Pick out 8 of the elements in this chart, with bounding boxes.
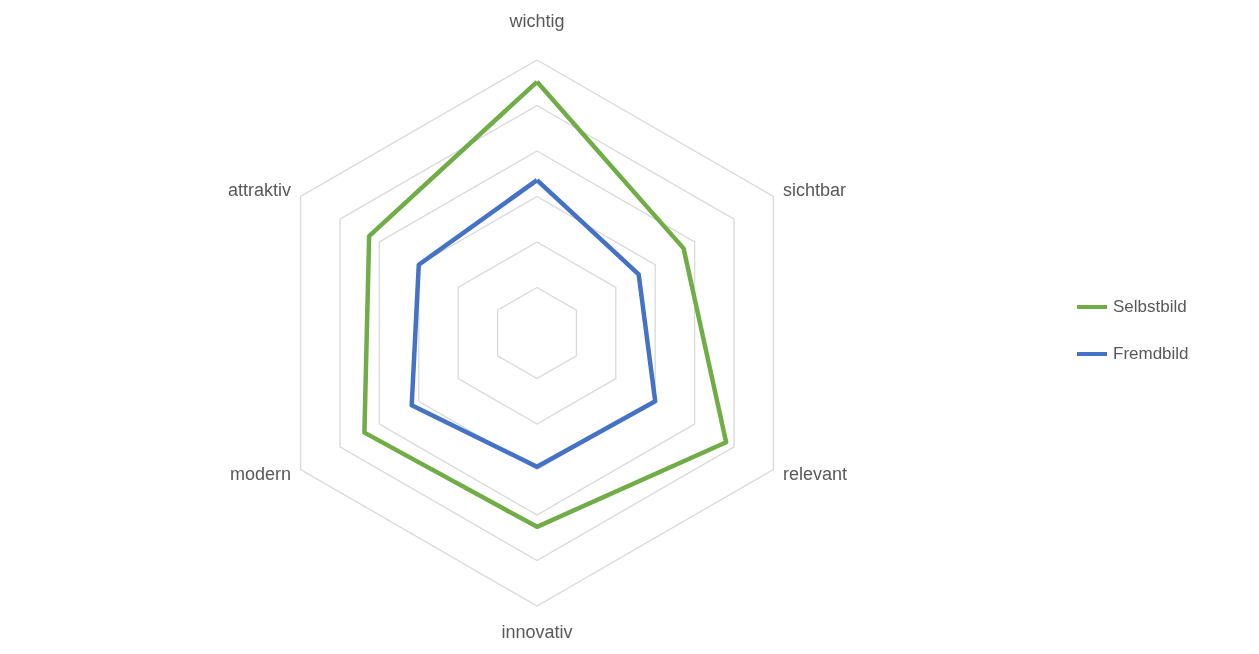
spoke-label: wichtig — [508, 10, 565, 31]
spoke-label: modern — [230, 463, 292, 484]
spoke-label: relevant — [782, 463, 847, 484]
spoke-label: sichtbar — [782, 180, 846, 201]
legend-label: Selbstbild — [1113, 297, 1187, 316]
spoke-label: innovativ — [501, 622, 573, 643]
spoke-label: attraktiv — [228, 180, 292, 201]
legend-label: Fremdbild — [1113, 344, 1189, 363]
